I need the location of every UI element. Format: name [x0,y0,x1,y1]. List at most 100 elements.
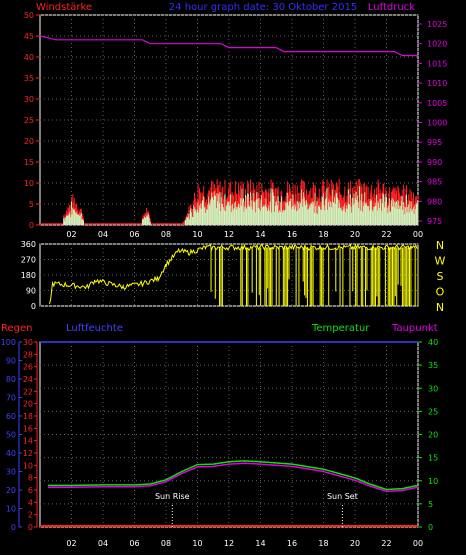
wind-panel: 0510152025303540455097598098599099510001… [24,11,448,239]
x-tick-label: 08 [161,539,171,548]
rain-tick-label: 0 [28,523,33,532]
x-tick-label: 06 [129,230,139,239]
humidity-tick-label: 70 [6,394,16,403]
x-tick-label: 08 [161,230,171,239]
direction-tick-label: 180 [21,271,36,280]
humidity-tick-label: 60 [6,412,16,421]
wind-tick-label: 0 [29,221,34,230]
x-tick-label: 18 [318,230,328,239]
wind-tick-label: 20 [24,137,34,146]
x-tick-label: 06 [129,539,139,548]
wind-tick-label: 40 [24,53,34,62]
rain-tick-label: 14 [23,437,33,446]
rain-tick-label: 20 [23,400,33,409]
direction-tick-label: 90 [26,287,36,296]
compass-label: O [436,286,445,299]
pressure-tick-label: 980 [427,197,442,206]
x-tick-label: 14 [255,539,265,548]
pressure-tick-label: 990 [427,158,442,167]
x-tick-label: 14 [255,230,265,239]
rain-tick-label: 16 [23,424,33,433]
pressure-title: Luftdruck [368,2,415,13]
pressure-tick-label: 1010 [427,79,447,88]
pressure-line [39,35,418,57]
humidity-tick-label: 0 [11,523,16,532]
x-tick-label: 12 [224,539,234,548]
humidity-tick-label: 40 [6,449,16,458]
x-tick-label: 16 [287,539,297,548]
pressure-tick-label: 995 [427,138,442,147]
direction-tick-label: 360 [21,240,36,249]
compass-label: S [437,270,444,283]
humidity-tick-label: 30 [6,468,16,477]
temp-tick-label: 0 [428,523,433,532]
temp-tick-label: 25 [428,407,438,416]
dewpoint-line [47,462,419,493]
pressure-tick-label: 1020 [427,40,447,49]
temp-tick-label: 40 [428,338,438,347]
temperature-title: Temperatur [311,323,370,334]
wind-tick-label: 5 [29,200,34,209]
rain-tick-label: 24 [23,375,33,384]
temperature-line [47,460,419,491]
rain-tick-label: 6 [28,486,33,495]
humidity-tick-label: 20 [6,486,16,495]
climate-panel: 0510152025303540010203040506070809010002… [1,338,438,548]
temp-tick-label: 35 [428,361,438,370]
pressure-tick-label: 985 [427,178,442,187]
x-tick-label: 10 [192,539,202,548]
x-tick-label: 16 [287,230,297,239]
humidity-tick-label: 10 [6,505,16,514]
pressure-tick-label: 1000 [427,119,447,128]
x-tick-label: 00 [413,230,423,239]
wind-tick-label: 35 [24,74,34,83]
rain-tick-label: 12 [23,449,33,458]
rain-tick-label: 4 [28,498,33,507]
wind-tick-label: 15 [24,158,34,167]
x-tick-label: 18 [318,539,328,548]
x-tick-label: 22 [381,539,391,548]
x-tick-label: 00 [413,539,423,548]
humidity-tick-label: 80 [6,375,16,384]
rain-tick-label: 22 [23,387,33,396]
x-tick-label: 22 [381,230,391,239]
compass-label: N [436,301,444,314]
temp-tick-label: 15 [428,454,438,463]
temp-tick-label: 30 [428,384,438,393]
pressure-tick-label: 975 [427,217,442,226]
compass-label: W [435,255,446,268]
direction-tick-label: 270 [21,256,36,265]
rain-tick-label: 18 [23,412,33,421]
pressure-tick-label: 1005 [427,99,447,108]
compass-label: N [436,239,444,252]
x-tick-label: 04 [98,539,108,548]
sun-set-label: Sun Set [327,492,358,501]
direction-line [49,243,418,305]
humidity-title: Luftfeuchte [66,323,123,334]
wind-tick-label: 30 [24,95,34,104]
x-tick-label: 12 [224,230,234,239]
wind-tick-label: 45 [24,32,34,41]
rain-tick-label: 2 [28,511,33,520]
temp-tick-label: 5 [428,500,433,509]
rain-title: Regen [1,323,33,334]
rain-tick-label: 10 [23,461,33,470]
rain-tick-label: 28 [23,350,33,359]
humidity-tick-label: 90 [6,357,16,366]
temp-tick-label: 10 [428,477,438,486]
temp-tick-label: 20 [428,431,438,440]
x-tick-label: 20 [350,539,360,548]
x-tick-label: 20 [350,230,360,239]
chart-date-title: 24 hour graph date: 30 Oktober 2015 [169,2,357,13]
humidity-tick-label: 50 [6,431,16,440]
x-tick-label: 02 [66,539,76,548]
wind-title: Windstärke [36,2,92,13]
wind-tick-label: 10 [24,179,34,188]
x-tick-label: 02 [66,230,76,239]
x-tick-label: 04 [98,230,108,239]
x-tick-label: 10 [192,230,202,239]
wind-tick-label: 50 [24,11,34,20]
humidity-tick-label: 100 [1,338,16,347]
